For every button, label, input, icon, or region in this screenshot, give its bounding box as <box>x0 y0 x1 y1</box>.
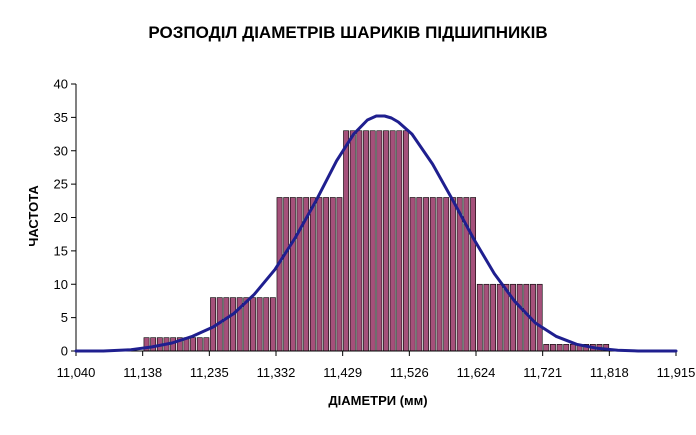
histogram-bar <box>223 297 230 352</box>
histogram-bar <box>243 297 250 352</box>
histogram-bar <box>396 130 403 352</box>
histogram-bar <box>256 297 263 352</box>
chart-title: РОЗПОДІЛ ДІАМЕТРІВ ШАРИКІВ ПІДШИПНИКІВ <box>148 23 547 42</box>
y-tick-label: 30 <box>54 143 68 158</box>
y-tick-label: 20 <box>54 210 68 225</box>
histogram-bar <box>356 130 363 352</box>
histogram-bar <box>203 337 210 352</box>
histogram-bar <box>470 197 476 352</box>
y-tick-label: 10 <box>54 277 68 292</box>
x-tick-label: 11,235 <box>190 365 229 380</box>
histogram-bar <box>323 197 330 352</box>
normal-curve-line <box>74 114 678 353</box>
histogram-bar <box>490 283 496 352</box>
histogram-bar <box>436 197 443 352</box>
x-axis-label: ДІАМЕТРИ (мм) <box>328 393 427 408</box>
histogram-bar <box>283 197 290 352</box>
plot-area: 0 5 10 15 20 25 30 35 40 11,040 11,138 11,235 11,332… <box>54 77 696 381</box>
histogram-bar <box>329 197 336 352</box>
x-tick-label: 11,526 <box>390 365 429 380</box>
histogram-bar <box>476 283 483 352</box>
histogram-bar <box>196 337 203 352</box>
histogram-bar <box>269 297 276 352</box>
histogram-bar <box>536 283 543 352</box>
histogram-bar <box>316 197 323 352</box>
x-tick-label: 11,624 <box>457 365 496 380</box>
x-tick-label: 11,915 <box>657 365 696 380</box>
y-tick-label: 35 <box>54 110 68 125</box>
histogram-bar <box>523 283 530 352</box>
histogram-bar <box>230 297 236 352</box>
histogram-bar <box>409 197 416 352</box>
histogram-bar <box>496 283 503 352</box>
histogram-bar <box>369 130 376 352</box>
y-tick-label: 5 <box>61 310 68 325</box>
histogram-bar <box>276 197 283 352</box>
histogram-bar <box>550 344 556 352</box>
histogram-bar <box>429 197 436 352</box>
histogram-bar <box>456 197 463 352</box>
x-tick-label: 11,818 <box>590 365 629 380</box>
histogram-bar <box>563 344 570 352</box>
histogram-bar <box>250 297 256 352</box>
y-tick-label: 0 <box>61 344 68 359</box>
x-tick-label: 11,040 <box>57 365 96 380</box>
histogram-bar <box>289 197 296 352</box>
histogram-bar <box>363 130 369 352</box>
x-tick-label: 11,332 <box>257 365 296 380</box>
histogram-bar <box>296 197 303 352</box>
histogram-bar <box>150 337 157 352</box>
histogram-bar <box>556 344 563 352</box>
histogram-bar <box>349 130 356 352</box>
histogram-bar <box>336 197 343 352</box>
histogram-bar <box>263 297 270 352</box>
histogram-bar <box>423 197 429 352</box>
y-tick-label: 40 <box>54 77 68 92</box>
x-tick-label: 11,429 <box>323 365 362 380</box>
histogram-bar <box>450 197 456 352</box>
histogram-bar <box>516 283 523 352</box>
histogram-bar <box>389 130 396 352</box>
histogram-bar <box>376 130 383 352</box>
histogram-bar <box>309 197 316 352</box>
histogram-bar <box>443 197 450 352</box>
y-tick-label: 25 <box>54 177 68 192</box>
histogram-bar <box>543 344 550 352</box>
y-tick-label: 15 <box>54 243 68 258</box>
x-tick-label: 11,138 <box>123 365 162 380</box>
histogram-bar <box>383 130 389 352</box>
x-tick-label: 11,721 <box>523 365 562 380</box>
histogram-bar <box>190 337 196 352</box>
histogram-bar <box>483 283 490 352</box>
y-axis-label: ЧАСТОТА <box>26 185 41 247</box>
histogram-bar <box>403 130 409 352</box>
histogram-bar <box>569 344 576 352</box>
histogram-bar <box>343 130 349 352</box>
histogram-bar <box>416 197 423 352</box>
